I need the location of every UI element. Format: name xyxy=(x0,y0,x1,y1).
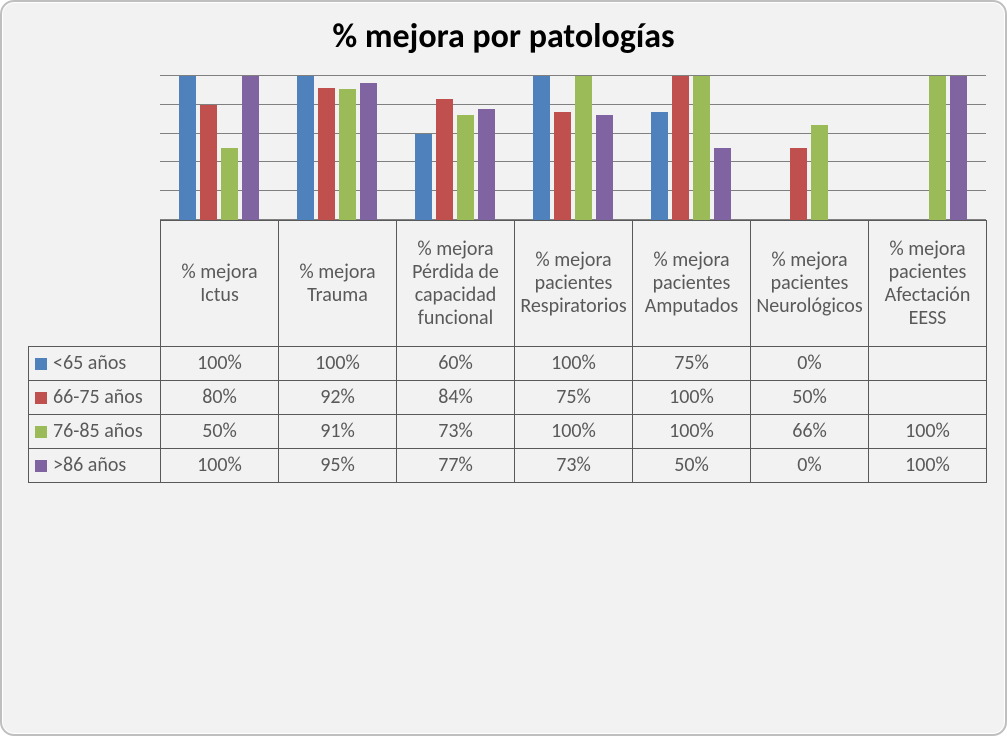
gridline xyxy=(160,104,986,105)
data-cell: 100% xyxy=(633,415,751,449)
bar xyxy=(318,88,335,220)
bar xyxy=(672,76,689,220)
bar xyxy=(950,76,967,220)
data-cell xyxy=(869,347,987,381)
data-cell: 92% xyxy=(279,381,397,415)
gridline xyxy=(160,190,986,191)
data-cell: 84% xyxy=(397,381,515,415)
legend-cell: 66-75 años xyxy=(29,381,161,415)
legend-swatch xyxy=(35,426,47,438)
bar xyxy=(339,89,356,220)
legend-swatch xyxy=(35,460,47,472)
data-cell: 50% xyxy=(633,449,751,483)
legend-cell: <65 años xyxy=(29,347,161,381)
category-group xyxy=(514,76,632,220)
data-cell: 66% xyxy=(751,415,869,449)
gridline xyxy=(160,161,986,162)
category-group xyxy=(160,76,278,220)
bar xyxy=(533,76,550,220)
data-cell: 100% xyxy=(869,449,987,483)
bar xyxy=(714,148,731,220)
table-row: >86 años100%95%77%73%50%0%100% xyxy=(29,449,987,483)
data-cell: 50% xyxy=(161,415,279,449)
data-cell: 75% xyxy=(515,381,633,415)
legend-label: 66-75 años xyxy=(53,385,143,409)
bar xyxy=(242,76,259,220)
bar xyxy=(436,99,453,220)
bar xyxy=(478,109,495,220)
chart-frame: % mejora por patologías % mejora Ictus% … xyxy=(0,0,1007,736)
bar xyxy=(575,76,592,220)
gridline xyxy=(160,133,986,134)
bar xyxy=(693,76,710,220)
bar-chart xyxy=(28,76,984,220)
category-group xyxy=(278,76,396,220)
legend-cell: >86 años xyxy=(29,449,161,483)
column-header: % mejora pacientes Afectación EESS xyxy=(869,221,987,347)
data-cell: 80% xyxy=(161,381,279,415)
table-row: 76-85 años50%91%73%100%100%66%100% xyxy=(29,415,987,449)
bar xyxy=(790,148,807,220)
data-cell: 100% xyxy=(515,347,633,381)
data-cell: 100% xyxy=(869,415,987,449)
column-header: % mejora Ictus xyxy=(161,221,279,347)
legend-cell: 76-85 años xyxy=(29,415,161,449)
legend-label: 76-85 años xyxy=(53,419,143,443)
table-row: <65 años100%100%60%100%75%0% xyxy=(29,347,987,381)
bar xyxy=(200,105,217,220)
chart-title: % mejora por patologías xyxy=(2,16,1005,57)
data-cell: 95% xyxy=(279,449,397,483)
data-cell: 77% xyxy=(397,449,515,483)
data-table: % mejora Ictus% mejora Trauma% mejora Pé… xyxy=(28,220,984,483)
column-header: % mejora Trauma xyxy=(279,221,397,347)
data-cell: 100% xyxy=(161,347,279,381)
data-cell: 73% xyxy=(515,449,633,483)
bar xyxy=(596,115,613,220)
bar xyxy=(415,134,432,220)
category-group xyxy=(396,76,514,220)
bar xyxy=(929,76,946,220)
data-cell xyxy=(869,381,987,415)
table-corner xyxy=(29,221,161,347)
bar xyxy=(651,112,668,220)
gridline xyxy=(160,219,986,220)
data-cell: 0% xyxy=(751,449,869,483)
bar xyxy=(554,112,571,220)
table-row: 66-75 años 80%92%84%75%100%50% xyxy=(29,381,987,415)
legend-swatch xyxy=(35,392,47,404)
legend-swatch xyxy=(35,358,47,370)
bar xyxy=(179,76,196,220)
data-cell: 100% xyxy=(515,415,633,449)
category-group xyxy=(632,76,750,220)
bar xyxy=(221,148,238,220)
legend-label: <65 años xyxy=(53,351,126,375)
column-header: % mejora pacientes Respiratorios xyxy=(515,221,633,347)
data-cell: 100% xyxy=(161,449,279,483)
data-cell: 60% xyxy=(397,347,515,381)
data-cell: 75% xyxy=(633,347,751,381)
data-cell: 100% xyxy=(633,381,751,415)
bar xyxy=(297,76,314,220)
column-header: % mejora pacientes Neurológicos xyxy=(751,221,869,347)
bar xyxy=(457,115,474,220)
data-cell: 91% xyxy=(279,415,397,449)
category-group xyxy=(750,76,868,220)
legend-label: >86 años xyxy=(53,453,126,477)
column-header: % mejora Pérdida de capacidad funcional xyxy=(397,221,515,347)
column-header: % mejora pacientes Amputados xyxy=(633,221,751,347)
data-cell: 50% xyxy=(751,381,869,415)
data-cell: 73% xyxy=(397,415,515,449)
data-cell: 100% xyxy=(279,347,397,381)
category-group xyxy=(868,76,986,220)
gridline xyxy=(160,75,986,76)
bar xyxy=(811,125,828,220)
data-cell: 0% xyxy=(751,347,869,381)
bar xyxy=(360,83,377,220)
